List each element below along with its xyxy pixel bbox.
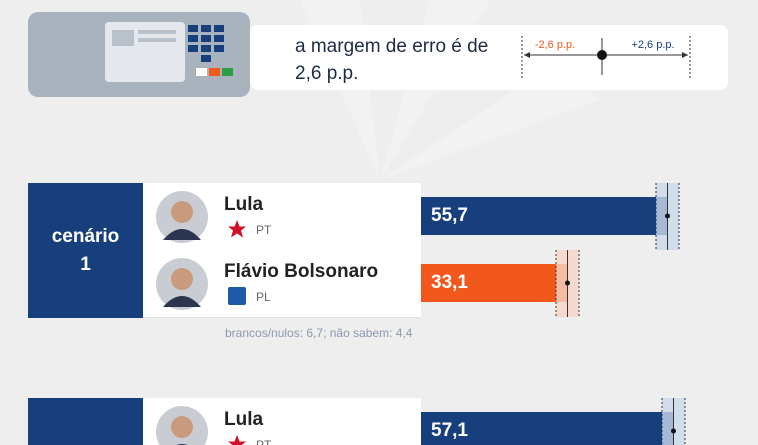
value-dot xyxy=(664,213,670,219)
error-band xyxy=(555,250,580,317)
star xyxy=(228,435,246,445)
value-dot xyxy=(564,280,570,286)
candidate-name: Lula xyxy=(224,194,264,215)
note: brancos/nulos: 6,7; não sabem: 4,4 xyxy=(225,326,413,340)
minus-label: -2,6 p.p. xyxy=(535,39,575,51)
error-band xyxy=(655,183,680,250)
portrait-body xyxy=(163,296,201,307)
scenario-box: cenário 1 xyxy=(28,183,143,318)
square xyxy=(228,287,246,305)
portrait-body xyxy=(163,229,201,240)
party-name: PT xyxy=(256,438,272,445)
portrait xyxy=(156,191,208,243)
candidate-name: Lula xyxy=(224,409,264,430)
bar: 33,1 xyxy=(421,264,568,302)
portrait-head xyxy=(171,201,193,223)
party-logo xyxy=(228,435,246,445)
margin-text: a margem de erro é de 2,6 p.p. xyxy=(295,36,489,84)
party-logo xyxy=(228,220,246,238)
portrait xyxy=(156,258,208,310)
value-dot xyxy=(670,428,676,434)
portrait-head xyxy=(171,416,193,438)
party-logo xyxy=(228,287,246,305)
plus-label: +2,6 p.p. xyxy=(631,39,674,51)
bar: 57,1 xyxy=(421,412,674,445)
party-name: PT xyxy=(256,223,272,237)
bar: 55,7 xyxy=(421,197,668,235)
scenario-box xyxy=(28,398,143,445)
margin-scale: -2,6 p.p. +2,6 p.p. xyxy=(521,36,691,80)
star xyxy=(228,220,246,238)
candidate-name: Flávio Bolsonaro xyxy=(224,261,379,282)
portrait xyxy=(156,406,208,445)
error-band xyxy=(661,398,686,445)
portrait-head xyxy=(171,268,193,290)
header-box xyxy=(250,25,728,90)
party-name: PL xyxy=(256,290,271,304)
